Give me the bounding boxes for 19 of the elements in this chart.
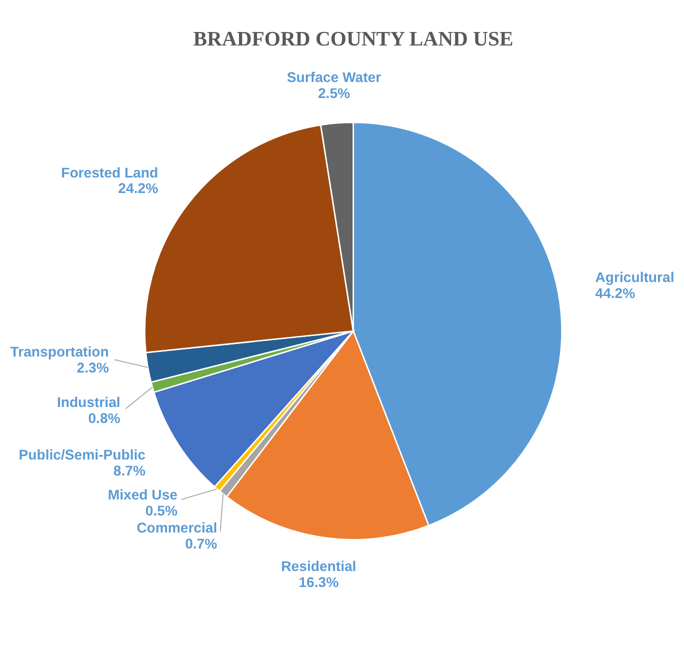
slice-label: Public/Semi-Public: [18, 446, 146, 462]
slice-label: Industrial: [56, 394, 120, 410]
chart-title: BRADFORD COUNTY LAND USE: [193, 28, 514, 50]
slice-label: Mixed Use: [108, 486, 178, 503]
data-label: 0.7%: [185, 535, 218, 552]
slice-label: Transportation: [10, 344, 109, 360]
data-label: 2.5%: [318, 84, 351, 101]
slice-label: Forested Land: [61, 164, 158, 180]
data-label: 2.3%: [76, 360, 110, 376]
data-label: 0.5%: [145, 502, 178, 519]
slice-label: Commercial: [136, 519, 218, 536]
slice-label: Agricultural: [595, 268, 674, 285]
data-label: 24.2%: [118, 180, 159, 196]
slice-label: Residential: [281, 558, 356, 574]
data-label: 44.2%: [595, 284, 636, 301]
slice-label: Surface Water: [286, 68, 382, 85]
data-label: 8.7%: [113, 462, 146, 478]
data-label: 16.3%: [298, 574, 340, 590]
data-label: 0.8%: [88, 410, 121, 426]
